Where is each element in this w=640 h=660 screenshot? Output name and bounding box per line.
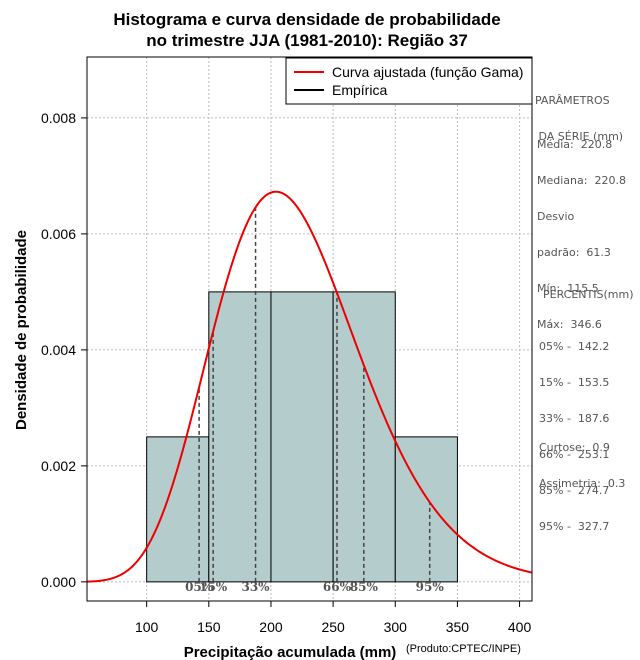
plot-frame — [86, 56, 533, 602]
params-title-line: PARÂMETROS — [535, 94, 610, 107]
y-tick-label: 0.002 — [41, 458, 76, 474]
x-tick-label: 200 — [259, 619, 283, 635]
percentile-marker-label: 85% — [350, 580, 379, 594]
y-tick-label: 0.000 — [41, 574, 76, 590]
histogram-bar — [270, 291, 334, 583]
x-tick-label: 150 — [197, 619, 221, 635]
y-tick-label: 0.006 — [41, 226, 76, 242]
percentile-marker-label: 33% — [241, 580, 270, 594]
stat-std: padrão: 61.3 — [537, 246, 611, 259]
percentil-66: 66% - 253.1 — [539, 448, 610, 461]
gamma-fit-curve — [86, 190, 533, 583]
percentile-marker-label: 05% — [185, 580, 214, 594]
percentil-33: 33% - 187.6 — [539, 412, 610, 425]
percentil-15: 15% - 153.5 — [539, 376, 610, 389]
stat-median: Mediana: 220.8 — [537, 174, 626, 187]
product-credit: (Produto:CPTEC/INPE) — [406, 643, 521, 655]
stat-min: Mín: 115.5 — [537, 282, 599, 295]
legend-box — [285, 57, 533, 105]
percentil-95: 95% - 327.7 — [539, 520, 610, 533]
legend-label-empirical: Empírica — [332, 82, 387, 98]
params-title-line: DA SÉRIE (mm) — [535, 130, 624, 143]
x-tick-label: 250 — [321, 619, 345, 635]
x-tick-label: 350 — [446, 619, 470, 635]
histogram-bar — [208, 291, 272, 583]
axes: 100 150 200 250 300 350 400 0.000 0.002 0.004 0.00… — [41, 110, 532, 635]
x-tick-label: 300 — [384, 619, 408, 635]
stat-std-label: Desvio — [537, 210, 575, 223]
chart-title-line-1: Histograma e curva densidade de probabil… — [113, 10, 500, 29]
percentile-marker-label: 95% — [416, 580, 445, 594]
stat-max: Máx: 346.6 — [537, 318, 602, 331]
y-tick-label: 0.004 — [41, 342, 76, 358]
legend: Curva ajustada (função Gama) Empírica — [285, 57, 533, 105]
percentil-85: 85% - 274.7 — [539, 484, 610, 497]
percentis-list: 05% - 142.2 15% - 153.5 33% - 187.6 66% … — [539, 317, 609, 545]
y-tick-label: 0.008 — [41, 110, 76, 126]
percentis-title: PERCENTIS(mm) — [543, 288, 634, 301]
shape-stats: Curtose: 0.9 Assimetria: 0.3 — [539, 418, 625, 502]
stat-kurtosis: Curtose: 0.9 — [539, 441, 610, 454]
params-title: PARÂMETROS DA SÉRIE (mm) — [535, 71, 623, 155]
stat-skewness: Assimetria: 0.3 — [539, 477, 626, 490]
percentile-markers: 05%15% 33% 66%85% 95% — [185, 207, 444, 594]
series-stats: Média: 220.8 Mediana: 220.8 Desvio padrã… — [537, 115, 626, 343]
histogram-bars — [146, 291, 458, 583]
chart-title-line-2: no trimestre JJA (1981-2010): Região 37 — [146, 31, 468, 50]
stat-mean: Média: 220.8 — [537, 138, 613, 151]
percentil-05: 05% - 142.2 — [539, 340, 610, 353]
y-axis-label: Densidade de probabilidade — [13, 230, 30, 430]
percentile-marker-label: 66% — [323, 580, 352, 594]
x-tick-label: 400 — [508, 619, 532, 635]
percentile-marker-label: 15% — [199, 580, 228, 594]
x-axis-label: Precipitação acumulada (mm) — [184, 644, 397, 660]
legend-label-fit: Curva ajustada (função Gama) — [332, 64, 523, 80]
x-tick-label: 100 — [135, 619, 159, 635]
